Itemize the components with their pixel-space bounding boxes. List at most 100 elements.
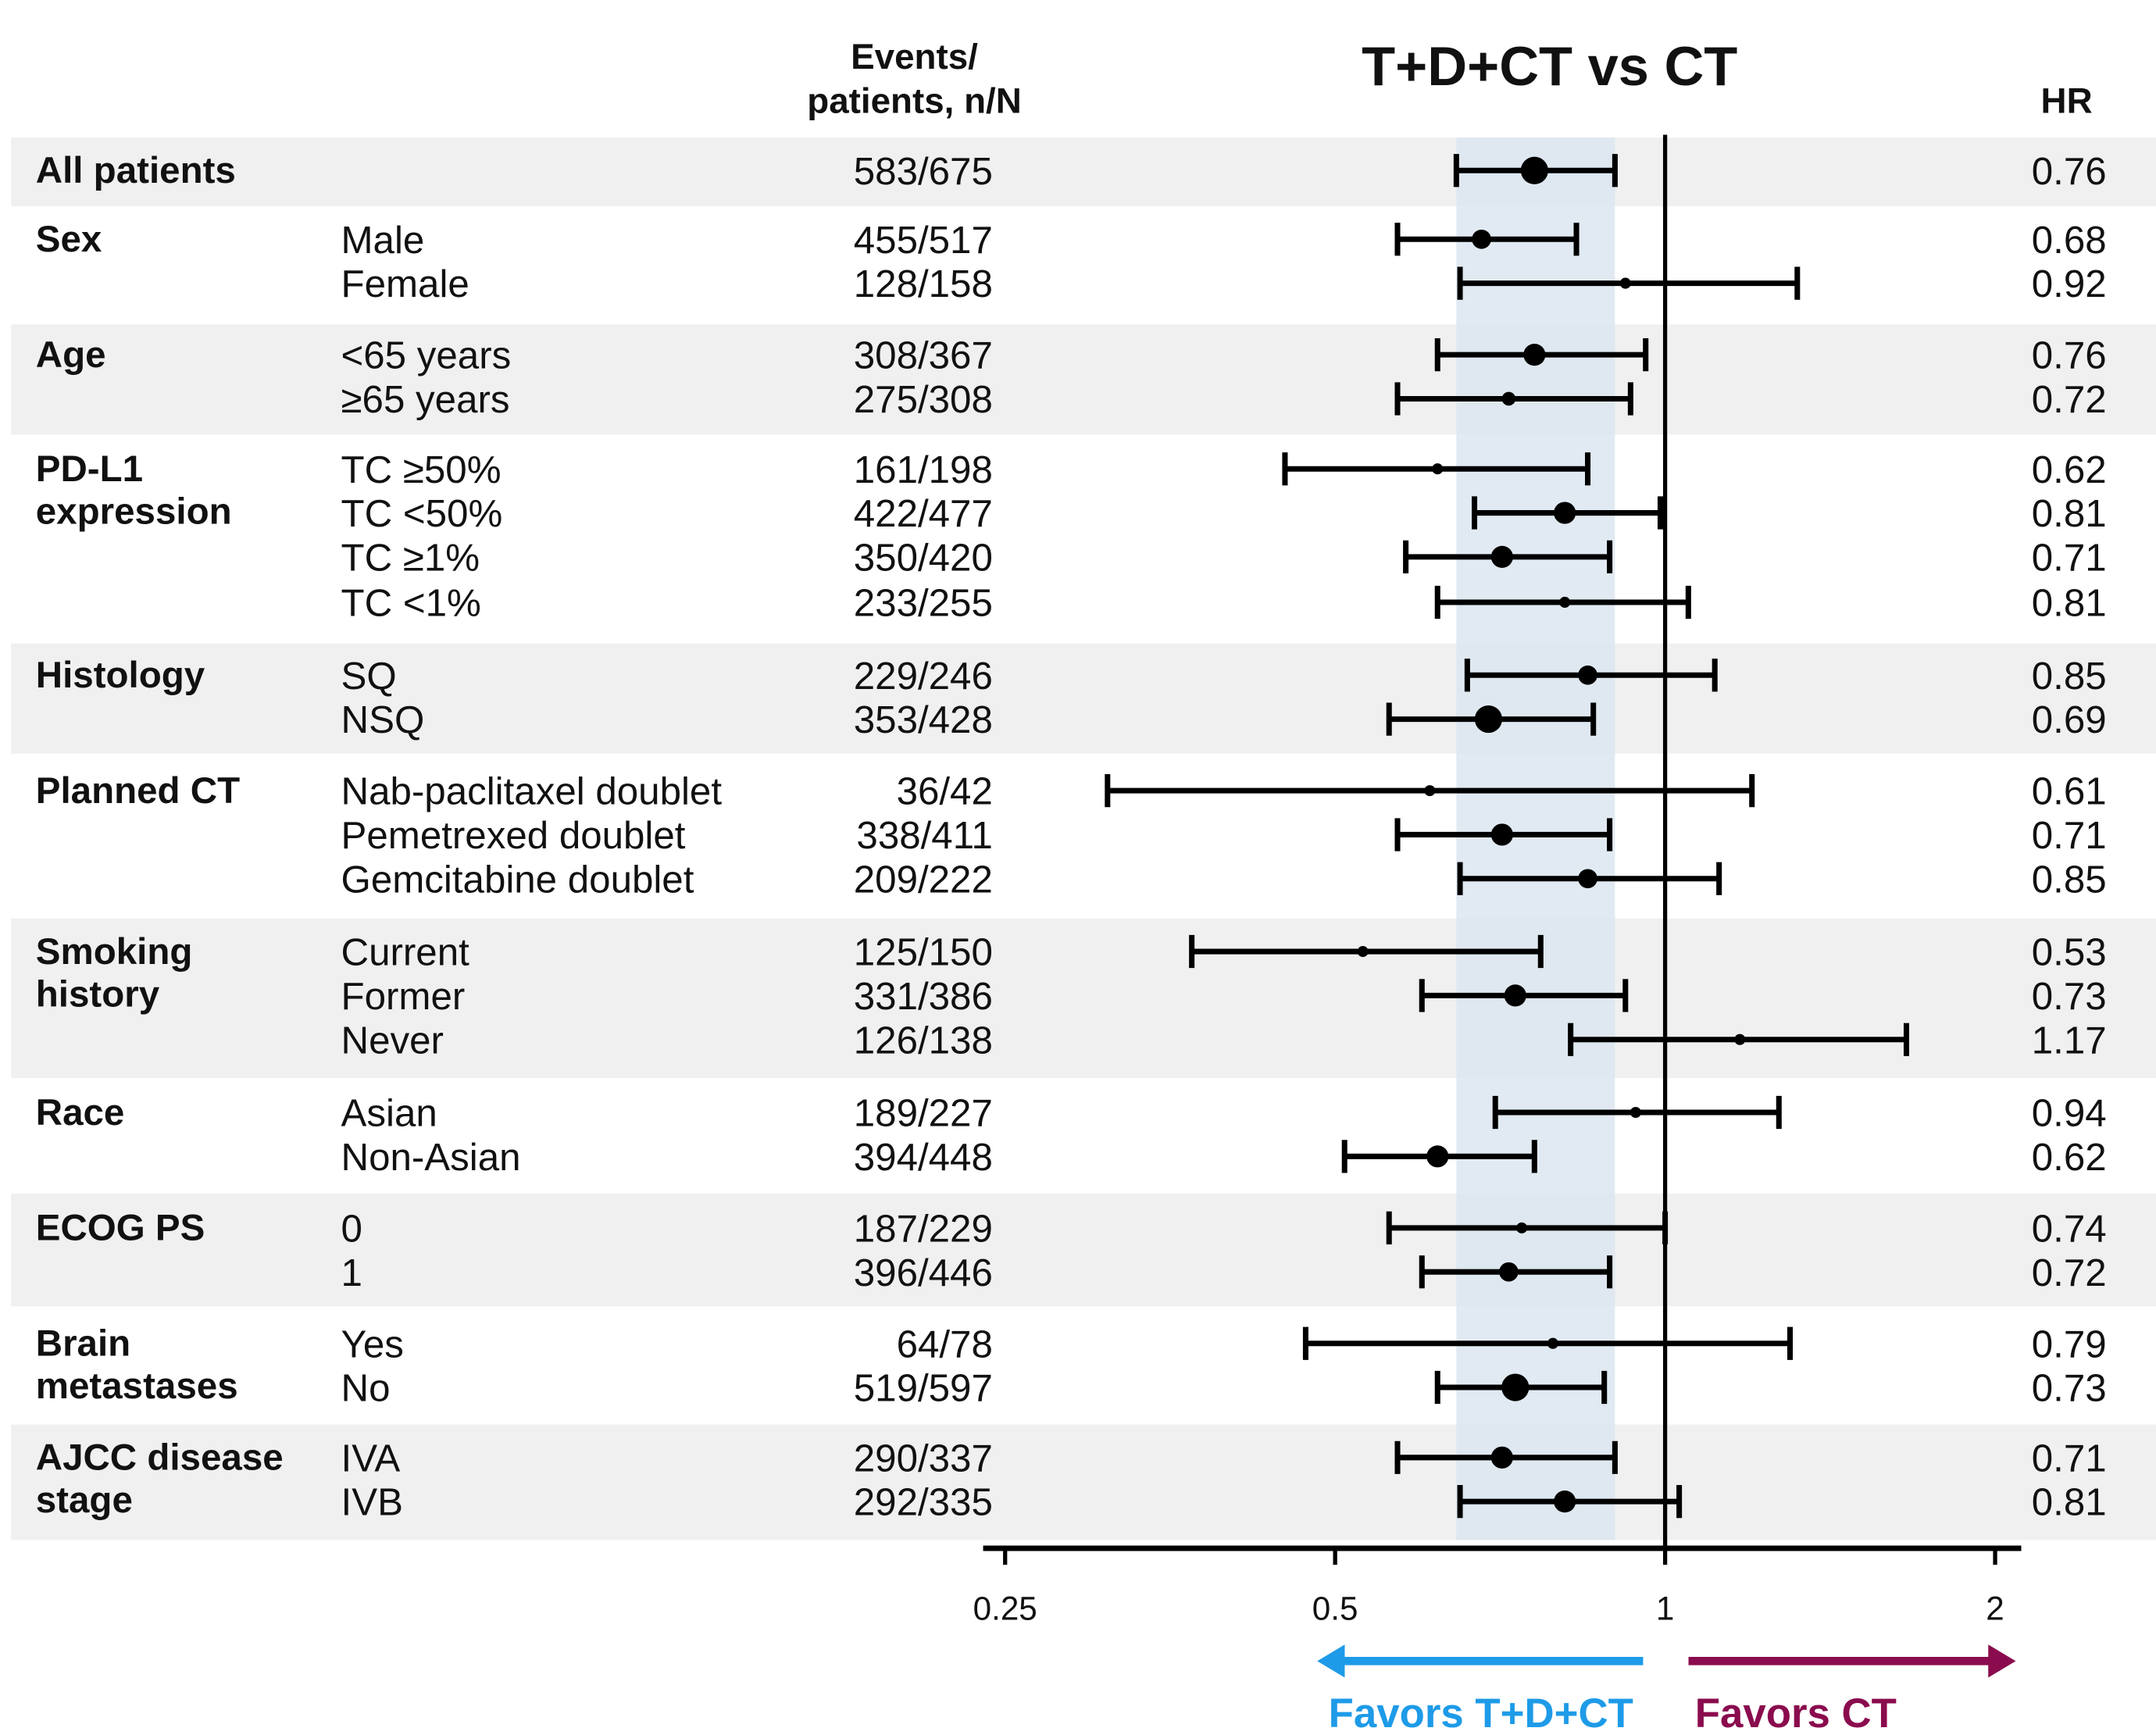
events-value: 338/411 <box>856 814 992 857</box>
events-value: 396/446 <box>854 1251 993 1294</box>
subgroup-label: Former <box>341 975 466 1018</box>
events-value: 394/448 <box>854 1136 993 1179</box>
group-label: Race <box>36 1092 125 1133</box>
hr-value: 0.71 <box>2032 536 2107 579</box>
hr-value: 0.53 <box>2032 931 2107 974</box>
hr-point <box>1578 869 1597 889</box>
hr-value: 0.81 <box>2032 1481 2107 1524</box>
events-value: 126/138 <box>854 1019 993 1062</box>
hr-point <box>1499 1262 1519 1282</box>
subgroup-label: IVA <box>341 1437 401 1480</box>
hr-point <box>1501 391 1516 406</box>
group-label: history <box>36 973 160 1015</box>
group-label: ECOG PS <box>36 1208 205 1249</box>
events-header-line1: Events/ <box>851 37 978 77</box>
events-value: 583/675 <box>854 150 993 193</box>
subgroup-label: TC <50% <box>341 492 503 535</box>
hr-value: 0.79 <box>2032 1323 2107 1366</box>
hr-point <box>1523 344 1546 366</box>
subgroup-label: TC <1% <box>341 582 481 625</box>
row-band <box>11 643 2156 754</box>
hr-point <box>1424 785 1436 797</box>
events-value: 292/335 <box>854 1481 993 1524</box>
hr-point <box>1619 277 1631 289</box>
events-value: 125/150 <box>854 931 993 974</box>
hr-value: 0.61 <box>2032 770 2107 813</box>
events-header-line2: patients, n/N <box>807 80 1022 120</box>
hr-point <box>1547 1337 1558 1349</box>
events-value: 64/78 <box>897 1323 993 1366</box>
x-tick-label: 1 <box>1656 1590 1675 1627</box>
hr-value: 0.74 <box>2032 1207 2107 1250</box>
group-label: All patients <box>36 150 236 191</box>
hr-point <box>1516 1222 1528 1233</box>
hr-value: 0.72 <box>2032 1251 2107 1294</box>
hr-point <box>1578 665 1597 685</box>
events-value: 189/227 <box>854 1092 993 1135</box>
subgroup-label: Current <box>341 931 470 974</box>
events-value: 455/517 <box>854 219 993 262</box>
events-value: 187/229 <box>854 1207 993 1250</box>
subgroup-label: Female <box>341 262 469 305</box>
group-label: expression <box>36 491 232 533</box>
group-label: Age <box>36 334 106 376</box>
hr-value: 0.73 <box>2032 1367 2107 1410</box>
subgroup-label: Pemetrexed doublet <box>341 814 686 857</box>
group-label: Histology <box>36 655 205 696</box>
arrow-right-icon <box>1988 1644 2016 1678</box>
hr-point <box>1432 463 1444 475</box>
hr-value: 1.17 <box>2032 1019 2107 1062</box>
subgroup-label: NSQ <box>341 698 425 741</box>
events-value: 209/222 <box>854 858 993 901</box>
subgroup-label: Non-Asian <box>341 1136 521 1179</box>
subgroup-label: IVB <box>341 1481 403 1524</box>
events-value: 290/337 <box>854 1437 993 1480</box>
hr-value: 0.92 <box>2032 262 2107 305</box>
group-label: metastases <box>36 1366 238 1407</box>
hr-value: 0.76 <box>2032 334 2107 377</box>
subgroup-label: <65 years <box>341 334 512 377</box>
subgroup-label: Never <box>341 1019 444 1062</box>
events-value: 233/255 <box>854 582 993 625</box>
subgroup-label: SQ <box>341 655 397 698</box>
events-value: 275/308 <box>854 378 993 421</box>
subgroup-label: 1 <box>341 1251 362 1294</box>
hr-point <box>1629 1106 1641 1119</box>
hr-value: 0.76 <box>2032 150 2107 193</box>
events-value: 161/198 <box>854 448 993 491</box>
hr-point <box>1490 1446 1513 1469</box>
subgroup-label: TC ≥1% <box>341 536 480 579</box>
subgroup-label: Male <box>341 219 425 262</box>
hr-header: HR <box>2041 80 2093 120</box>
subgroup-label: TC ≥50% <box>341 448 502 491</box>
hr-point <box>1554 502 1576 524</box>
x-tick-label: 0.25 <box>973 1590 1037 1627</box>
hr-point <box>1357 946 1369 958</box>
hr-value: 0.71 <box>2032 1437 2107 1480</box>
favors-right-label: Favors CT <box>1695 1690 1897 1735</box>
group-label: PD-L1 <box>36 448 143 490</box>
hr-point <box>1426 1145 1449 1168</box>
hr-value: 0.85 <box>2032 858 2107 901</box>
group-label: AJCC disease <box>36 1437 284 1479</box>
hr-value: 0.69 <box>2032 698 2107 741</box>
favors-left-label: Favors T+D+CT <box>1329 1690 1633 1735</box>
hr-point <box>1559 596 1571 609</box>
hr-point <box>1490 545 1513 568</box>
hr-value: 0.71 <box>2032 814 2107 857</box>
subgroup-label: No <box>341 1367 391 1410</box>
hr-value: 0.81 <box>2032 492 2107 535</box>
events-value: 308/367 <box>854 334 993 377</box>
subgroup-label: Nab-paclitaxel doublet <box>341 770 723 813</box>
hr-value: 0.72 <box>2032 378 2107 421</box>
hr-point <box>1490 823 1513 846</box>
events-value: 36/42 <box>897 770 993 813</box>
hr-point <box>1520 156 1548 184</box>
events-value: 229/246 <box>854 655 993 698</box>
subgroup-label: 0 <box>341 1207 362 1250</box>
hr-point <box>1504 984 1526 1007</box>
row-band <box>11 324 2156 435</box>
subgroup-label: Yes <box>341 1323 404 1366</box>
